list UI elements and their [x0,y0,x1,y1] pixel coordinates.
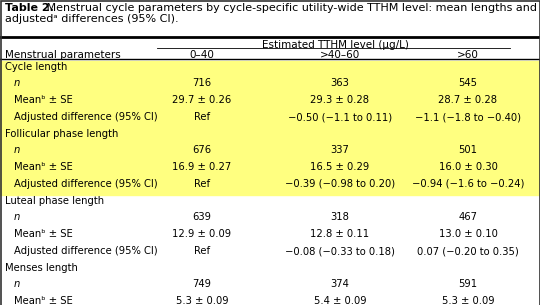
Text: Menstrual cycle parameters by cycle-specific utility-wide TTHM level: mean lengt: Menstrual cycle parameters by cycle-spec… [43,3,537,13]
Text: 0–40: 0–40 [190,50,214,60]
Text: 16.5 ± 0.29: 16.5 ± 0.29 [310,162,369,172]
Text: 374: 374 [330,279,349,289]
Bar [0,128,540,195]
Text: 5.4 ± 0.09: 5.4 ± 0.09 [314,296,366,305]
Text: 12.9 ± 0.09: 12.9 ± 0.09 [172,229,232,239]
Text: −0.08 (−0.33 to 0.18): −0.08 (−0.33 to 0.18) [285,246,395,256]
Text: −1.1 (−1.8 to −0.40): −1.1 (−1.8 to −0.40) [415,112,521,122]
Text: 29.3 ± 0.28: 29.3 ± 0.28 [310,95,369,105]
Text: 467: 467 [458,212,477,222]
Text: 363: 363 [330,78,349,88]
Text: n: n [14,145,21,155]
Text: 29.7 ± 0.26: 29.7 ± 0.26 [172,95,232,105]
Text: 0.07 (−0.20 to 0.35): 0.07 (−0.20 to 0.35) [417,246,519,256]
Text: >60: >60 [457,50,479,60]
Text: 28.7 ± 0.28: 28.7 ± 0.28 [438,95,497,105]
Text: 639: 639 [192,212,212,222]
Text: 318: 318 [330,212,349,222]
Text: 501: 501 [458,145,477,155]
Text: n: n [14,78,21,88]
Text: 16.9 ± 0.27: 16.9 ± 0.27 [172,162,232,172]
Text: −0.94 (−1.6 to −0.24): −0.94 (−1.6 to −0.24) [412,179,524,189]
Text: 749: 749 [192,279,212,289]
Text: Ref: Ref [194,179,210,189]
Text: Adjusted difference (95% CI): Adjusted difference (95% CI) [14,179,158,189]
Text: Ref: Ref [194,112,210,122]
Text: 5.3 ± 0.09: 5.3 ± 0.09 [176,296,228,305]
Text: Ref: Ref [194,246,210,256]
Text: Menstrual parameters: Menstrual parameters [5,50,121,60]
Text: 545: 545 [458,78,477,88]
Text: Meanᵇ ± SE: Meanᵇ ± SE [14,229,73,239]
Text: −0.39 (−0.98 to 0.20): −0.39 (−0.98 to 0.20) [285,179,395,189]
Text: Luteal phase length: Luteal phase length [5,196,104,206]
Text: Meanᵇ ± SE: Meanᵇ ± SE [14,296,73,305]
Text: Meanᵇ ± SE: Meanᵇ ± SE [14,162,73,172]
Text: −0.50 (−1.1 to 0.11): −0.50 (−1.1 to 0.11) [288,112,392,122]
Text: >40–60: >40–60 [320,50,360,60]
Bar [0,0,540,37]
Text: Adjusted difference (95% CI): Adjusted difference (95% CI) [14,112,158,122]
Text: 12.8 ± 0.11: 12.8 ± 0.11 [310,229,369,239]
Text: 16.0 ± 0.30: 16.0 ± 0.30 [438,162,497,172]
Text: 676: 676 [192,145,212,155]
Text: 591: 591 [458,279,477,289]
Text: n: n [14,279,21,289]
Text: 13.0 ± 0.10: 13.0 ± 0.10 [438,229,497,239]
Text: 5.3 ± 0.09: 5.3 ± 0.09 [442,296,494,305]
Text: Menses length: Menses length [5,263,78,273]
Text: 337: 337 [330,145,349,155]
Text: Table 2.: Table 2. [5,3,54,13]
Text: n: n [14,212,21,222]
Text: Estimated TTHM level (μg/L): Estimated TTHM level (μg/L) [261,40,408,50]
Text: adjustedᵃ differences (95% CI).: adjustedᵃ differences (95% CI). [5,14,179,24]
Text: Meanᵇ ± SE: Meanᵇ ± SE [14,95,73,105]
Text: Cycle length: Cycle length [5,62,68,72]
Bar [0,61,540,128]
Text: Adjusted difference (95% CI): Adjusted difference (95% CI) [14,246,158,256]
Text: Follicular phase length: Follicular phase length [5,129,118,139]
Text: 716: 716 [192,78,212,88]
